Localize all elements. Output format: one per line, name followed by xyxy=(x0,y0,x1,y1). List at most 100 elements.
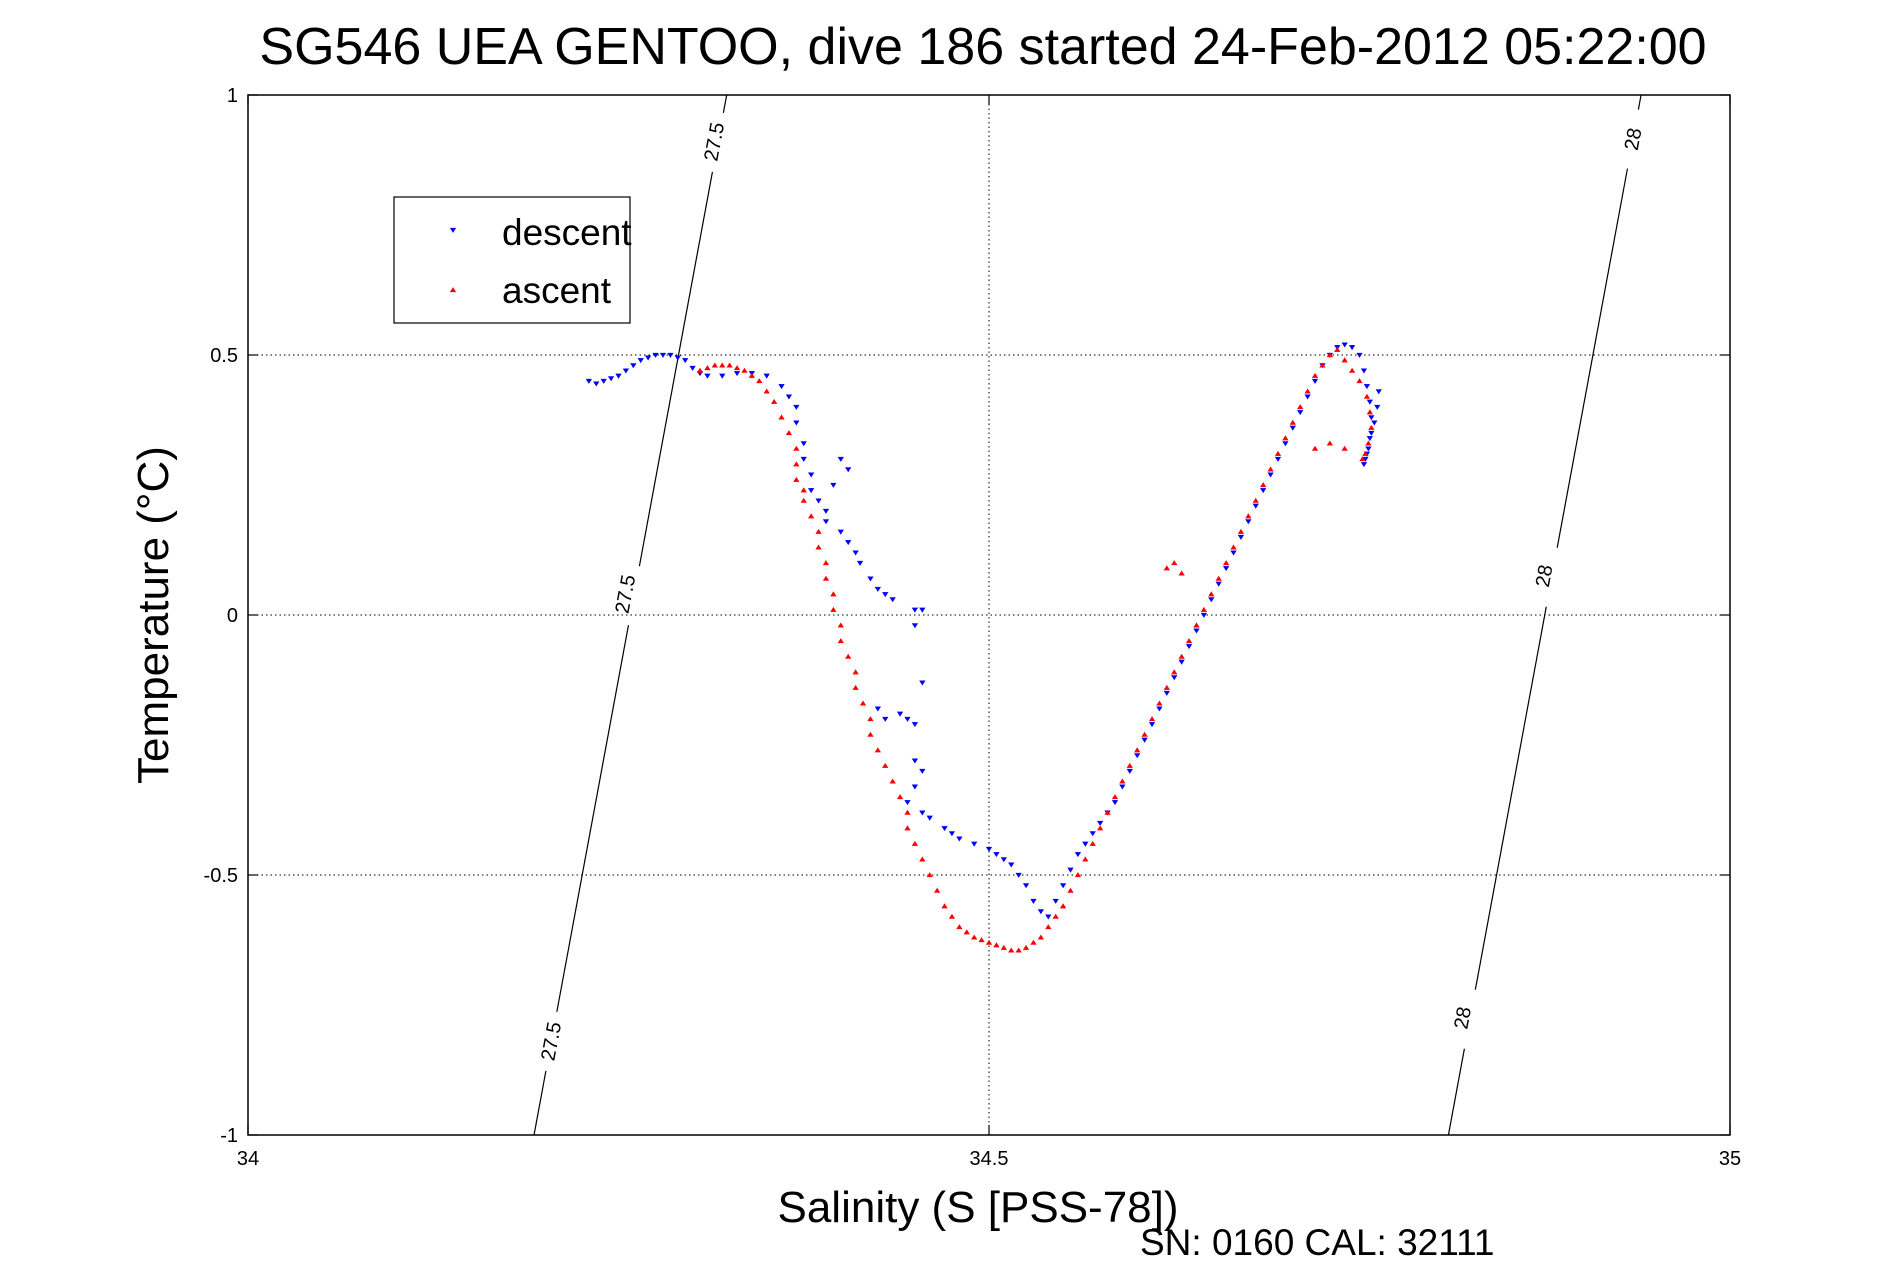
data-point-ascent xyxy=(859,700,867,706)
data-point-ascent xyxy=(933,887,941,893)
x-tick-label: 34 xyxy=(237,1148,259,1170)
data-point-descent xyxy=(1037,909,1045,915)
contour-line-27.5 xyxy=(533,1070,547,1136)
legend-label-descent: descent xyxy=(502,212,632,253)
data-point-ascent xyxy=(919,856,926,862)
data-point-descent xyxy=(882,716,889,722)
contour-line-28 xyxy=(1474,606,1547,990)
data-point-descent xyxy=(1185,644,1193,650)
data-point-descent xyxy=(622,368,630,374)
data-point-ascent xyxy=(1200,606,1208,612)
data-point-descent xyxy=(1230,550,1237,556)
data-point-ascent xyxy=(1104,809,1111,815)
data-point-ascent xyxy=(1193,622,1200,628)
data-point-ascent xyxy=(822,575,830,581)
data-point-descent xyxy=(1119,784,1126,790)
data-point-ascent xyxy=(1311,445,1319,451)
data-point-ascent xyxy=(1348,367,1356,373)
y-tick-label: 0.5 xyxy=(210,345,238,367)
data-point-ascent xyxy=(1365,440,1372,446)
data-point-ascent xyxy=(896,794,904,800)
data-point-descent xyxy=(911,623,919,629)
data-point-descent xyxy=(1030,898,1037,904)
data-point-descent xyxy=(1045,914,1052,920)
data-point-ascent xyxy=(1289,419,1296,425)
contour-line-28 xyxy=(1447,1048,1465,1136)
data-point-descent xyxy=(1363,384,1371,390)
data-point-descent xyxy=(652,352,659,358)
data-point-descent xyxy=(971,841,978,847)
legend-marker-descent xyxy=(449,227,457,233)
data-point-ascent xyxy=(1059,903,1067,909)
data-point-descent xyxy=(1348,345,1356,351)
data-point-descent xyxy=(1015,872,1022,878)
x-tick-label: 34.5 xyxy=(970,1148,1009,1170)
data-point-ascent xyxy=(711,362,718,368)
data-point-descent xyxy=(585,378,593,384)
data-point-descent xyxy=(822,519,830,525)
data-point-descent xyxy=(1260,488,1267,494)
data-point-ascent xyxy=(867,731,874,737)
data-point-ascent xyxy=(741,367,748,373)
data-point-descent xyxy=(644,355,652,361)
data-point-descent xyxy=(911,607,919,613)
data-point-descent xyxy=(837,456,844,462)
data-point-ascent xyxy=(956,924,963,930)
data-point-descent xyxy=(1052,898,1059,904)
data-point-descent xyxy=(615,373,622,379)
data-point-ascent xyxy=(1163,565,1170,571)
data-point-descent xyxy=(882,592,889,598)
data-point-descent xyxy=(1289,425,1296,431)
data-point-ascent xyxy=(1119,778,1126,784)
data-point-ascent xyxy=(837,638,844,644)
y-tick-label: -1 xyxy=(220,1125,238,1147)
data-point-ascent xyxy=(1282,435,1289,441)
data-point-ascent xyxy=(1237,528,1245,534)
x-tick-label: 35 xyxy=(1719,1148,1741,1170)
data-point-descent xyxy=(689,365,696,371)
series-descent xyxy=(585,342,1382,920)
chart-title: SG546 UEA GENTOO, dive 186 started 24-Fe… xyxy=(259,18,1706,76)
data-point-ascent xyxy=(1260,482,1267,488)
data-point-ascent xyxy=(1267,466,1274,472)
data-point-ascent xyxy=(793,445,800,451)
legend: descent ascent xyxy=(393,196,632,324)
data-point-descent xyxy=(1082,841,1089,847)
series-ascent xyxy=(696,346,1375,953)
data-point-ascent xyxy=(1126,762,1133,768)
data-point-descent xyxy=(659,352,667,358)
data-point-descent xyxy=(948,831,956,837)
data-point-descent xyxy=(1304,394,1311,400)
data-point-descent xyxy=(1156,706,1163,712)
data-point-ascent xyxy=(1163,684,1170,690)
data-point-ascent xyxy=(1341,357,1348,363)
axis-ticks: 34 34.5 35 1 0.5 0 -0.5 -1 xyxy=(204,85,1742,1170)
legend-box xyxy=(393,196,631,324)
data-point-descent xyxy=(956,836,963,842)
data-point-descent xyxy=(845,540,852,546)
data-point-descent xyxy=(1178,659,1185,665)
data-point-descent xyxy=(630,363,637,369)
data-point-descent xyxy=(1215,581,1222,587)
y-tick-label: 1 xyxy=(227,85,238,107)
data-point-descent xyxy=(1375,389,1382,395)
data-point-descent xyxy=(1371,420,1378,426)
data-point-ascent xyxy=(1171,669,1178,675)
legend-label-ascent: ascent xyxy=(502,270,612,311)
data-point-ascent xyxy=(1141,731,1148,737)
data-point-ascent xyxy=(1368,424,1375,430)
data-point-descent xyxy=(1067,867,1074,873)
data-point-descent xyxy=(593,381,600,387)
data-point-descent xyxy=(785,394,793,400)
data-point-descent xyxy=(941,826,948,832)
data-point-descent xyxy=(1222,566,1230,572)
data-point-ascent xyxy=(1319,362,1326,368)
data-point-descent xyxy=(1245,519,1252,525)
y-axis-label: Temperature (°C) xyxy=(129,446,178,784)
data-point-descent xyxy=(1297,410,1304,416)
data-point-ascent xyxy=(830,606,837,612)
data-point-ascent xyxy=(911,840,919,846)
data-point-ascent xyxy=(815,544,822,550)
data-point-descent xyxy=(793,404,800,410)
data-point-ascent xyxy=(845,653,852,659)
